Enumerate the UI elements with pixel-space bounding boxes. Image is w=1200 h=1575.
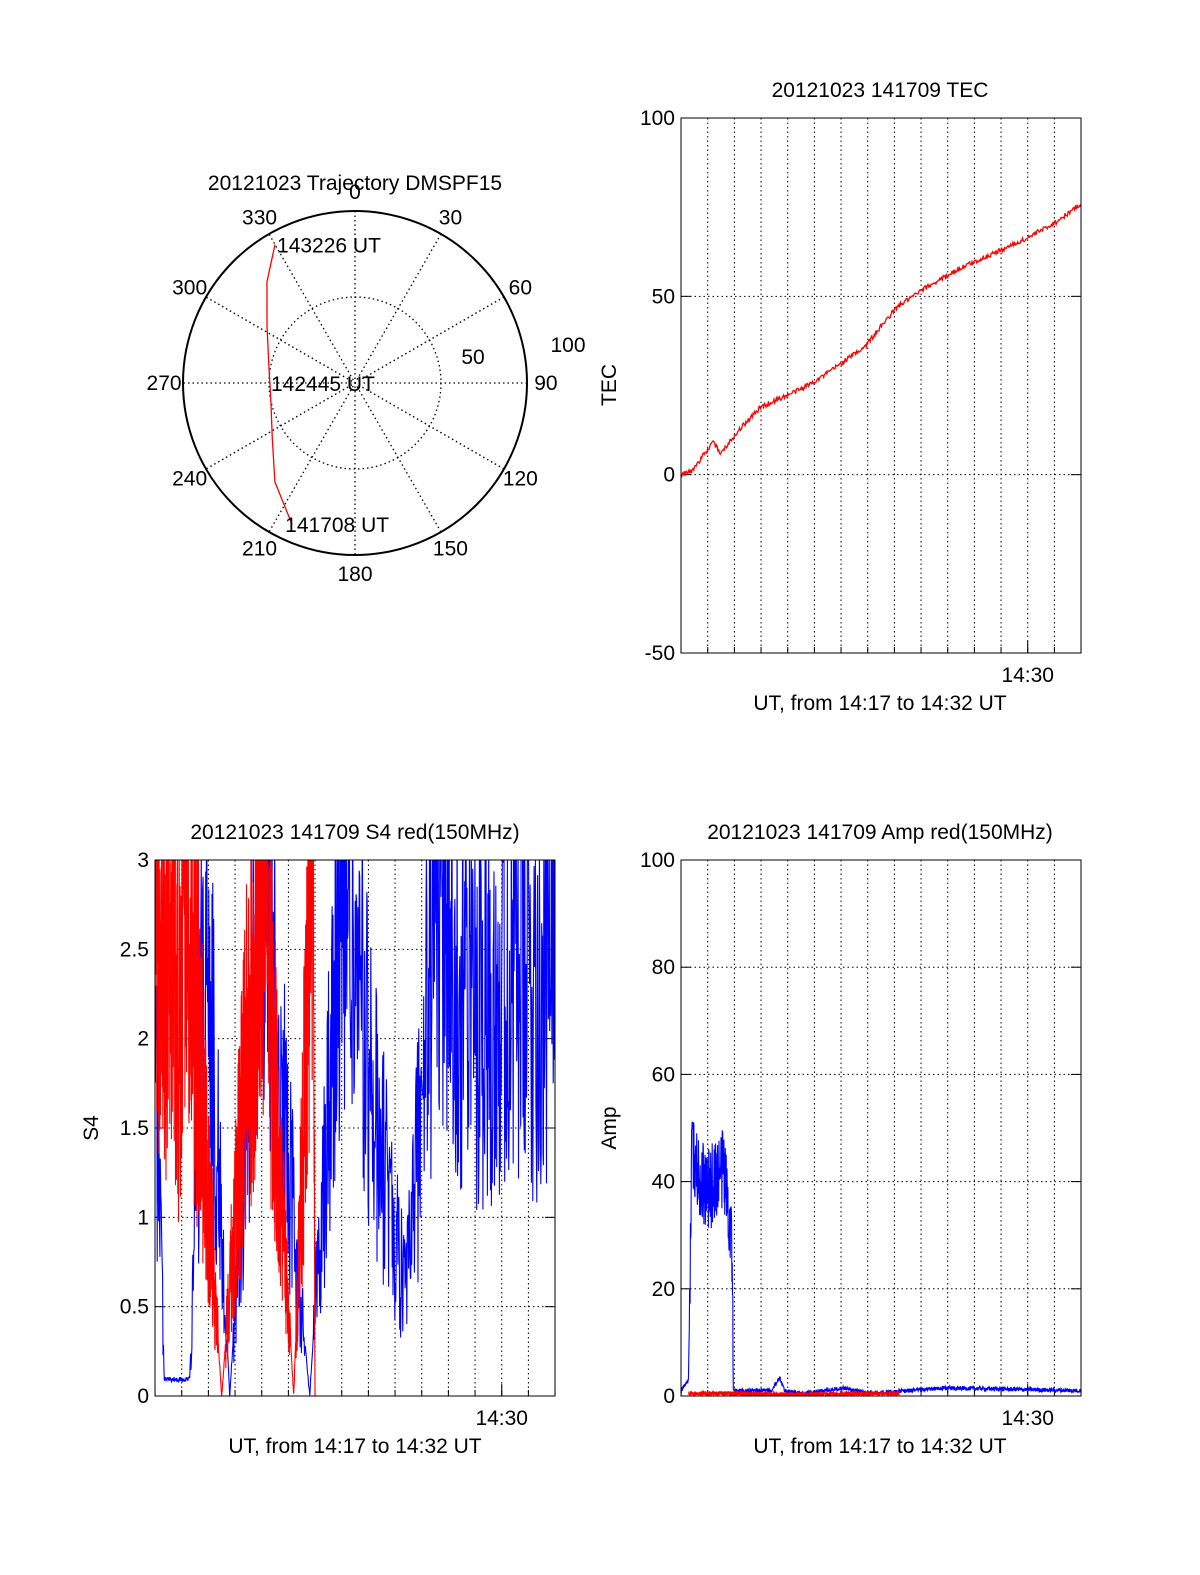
polar-azimuth-label-120: 120: [503, 467, 538, 490]
polar-azimuth-label-210: 210: [242, 537, 277, 560]
polar-radial-label-100: 100: [550, 334, 585, 357]
amp-series-line-0: [681, 1121, 1081, 1396]
polar-azimuth-labels: 0 30 60 90 120 150 180 210 240 270 300 330: [147, 181, 558, 586]
tec-panel: 20121023 141709 TEC UT, from 14:17 to 14…: [598, 79, 1082, 715]
s4-ytick-label-4: 1: [137, 1206, 149, 1229]
polar-annotation-1: 142445 UT: [271, 373, 375, 396]
tec-ytick-label-3: -50: [645, 642, 675, 665]
amp-ytick-label-5: 0: [663, 1385, 675, 1408]
s4-ytick-label-3: 1.5: [120, 1117, 149, 1140]
s4-title: 20121023 141709 S4 red(150MHz): [190, 821, 519, 844]
amp-ytick-label-3: 40: [652, 1171, 675, 1194]
polar-annotation-0: 141708 UT: [285, 514, 389, 537]
amp-xtick-label: 14:30: [1001, 1407, 1054, 1430]
tec-ytick-label-2: 0: [663, 464, 675, 487]
polar-grid: [182, 210, 528, 556]
tec-series: [681, 203, 1081, 478]
polar-azimuth-label-30: 30: [439, 207, 462, 230]
polar-title: 20121023 Trajectory DMSPF15: [208, 172, 502, 195]
amp-ytick-label-1: 80: [652, 956, 675, 979]
tec-ylabel: TEC: [598, 364, 621, 406]
s4-ytick-label-5: 0.5: [120, 1296, 149, 1319]
polar-azimuth-label-150: 150: [433, 537, 468, 560]
polar-annotation-2: 143226 UT: [277, 234, 381, 257]
polar-panel: 20121023 Trajectory DMSPF15 0 30 60 90 120 15…: [147, 172, 586, 586]
polar-spoke-150: [268, 233, 442, 533]
tec-xtick-label: 14:30: [1001, 664, 1054, 687]
s4-series: [155, 860, 555, 1396]
s4-panel: 20121023 141709 S4 red(150MHz) UT, from …: [80, 821, 556, 1458]
s4-ytick-label-2: 2: [137, 1028, 149, 1051]
polar-trajectory: [266, 244, 293, 525]
amp-title: 20121023 141709 Amp red(150MHz): [707, 821, 1053, 844]
polar-azimuth-label-330: 330: [242, 207, 277, 230]
amp-panel: 20121023 141709 Amp red(150MHz) UT, from…: [598, 821, 1082, 1458]
s4-xlabel: UT, from 14:17 to 14:32 UT: [228, 1435, 481, 1458]
tec-ytick-label-0: 100: [640, 107, 675, 130]
s4-ytick-label-1: 2.5: [120, 938, 149, 961]
amp-ytick-label-0: 100: [640, 849, 675, 872]
s4-ytick-label-0: 3: [137, 849, 149, 872]
polar-annotations: 141708 UT 142445 UT 143226 UT: [271, 234, 389, 537]
amp-frame: [680, 859, 1082, 1397]
amp-series-line-1: [687, 1389, 901, 1396]
tec-series-line-0: [681, 203, 1081, 478]
polar-azimuth-label-270: 270: [147, 372, 182, 395]
polar-radial-label-50: 50: [461, 346, 484, 369]
s4-ytick-label-6: 0: [137, 1385, 149, 1408]
polar-azimuth-label-180: 180: [337, 563, 372, 586]
amp-ytick-label-4: 20: [652, 1278, 675, 1301]
s4-series-line-0: [155, 860, 555, 1396]
polar-azimuth-label-0: 0: [349, 181, 361, 204]
polar-trajectory-line-0: [266, 244, 293, 525]
tec-title: 20121023 141709 TEC: [772, 79, 989, 102]
polar-azimuth-label-300: 300: [172, 277, 207, 300]
tec-ytick-label-1: 50: [652, 285, 675, 308]
tec-xlabel: UT, from 14:17 to 14:32 UT: [753, 692, 1006, 715]
polar-azimuth-label-240: 240: [172, 467, 207, 490]
s4-frame: [154, 859, 556, 1397]
tec-frame: [680, 117, 1082, 654]
amp-xlabel: UT, from 14:17 to 14:32 UT: [753, 1435, 1006, 1458]
s4-xtick-label: 14:30: [475, 1407, 528, 1430]
amp-ylabel: Amp: [598, 1106, 621, 1149]
amp-series: [681, 1121, 1081, 1396]
s4-ylabel: S4: [80, 1115, 103, 1141]
polar-azimuth-label-90: 90: [534, 372, 557, 395]
amp-ytick-label-2: 60: [652, 1063, 675, 1086]
polar-azimuth-label-60: 60: [509, 277, 532, 300]
s4-series-line-1: [155, 860, 316, 1396]
